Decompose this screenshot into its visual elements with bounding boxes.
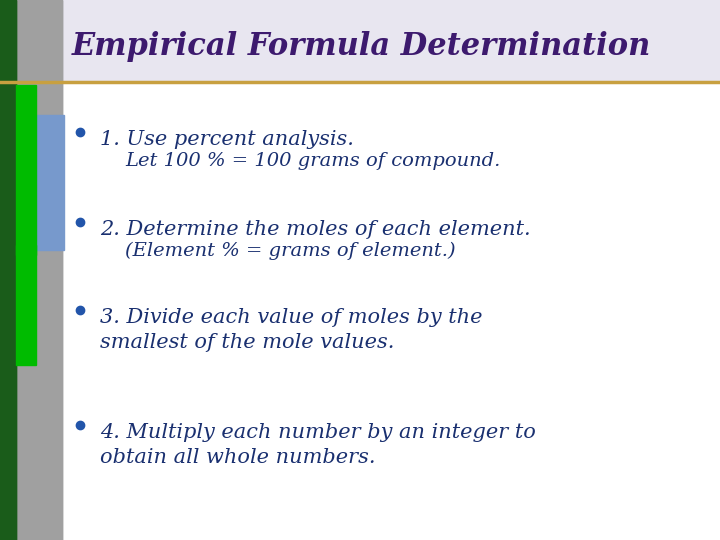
Bar xyxy=(0,0,16,540)
Text: (Element % = grams of element.): (Element % = grams of element.) xyxy=(125,242,456,260)
Text: Let 100 % = 100 grams of compound.: Let 100 % = 100 grams of compound. xyxy=(125,152,500,170)
Bar xyxy=(0,0,62,540)
Text: 1. Use percent analysis.: 1. Use percent analysis. xyxy=(100,130,354,149)
Text: Empirical Formula Determination: Empirical Formula Determination xyxy=(72,31,652,63)
Text: 4. Multiply each number by an integer to
obtain all whole numbers.: 4. Multiply each number by an integer to… xyxy=(100,423,536,467)
Bar xyxy=(16,245,36,365)
Bar xyxy=(0,0,720,80)
Bar xyxy=(60,82,720,540)
Bar xyxy=(16,85,36,255)
Bar xyxy=(0,0,16,540)
Bar xyxy=(30,115,64,250)
Text: 3. Divide each value of moles by the
smallest of the mole values.: 3. Divide each value of moles by the sma… xyxy=(100,308,482,352)
Bar xyxy=(16,0,62,540)
Text: 2. Determine the moles of each element.: 2. Determine the moles of each element. xyxy=(100,220,531,239)
